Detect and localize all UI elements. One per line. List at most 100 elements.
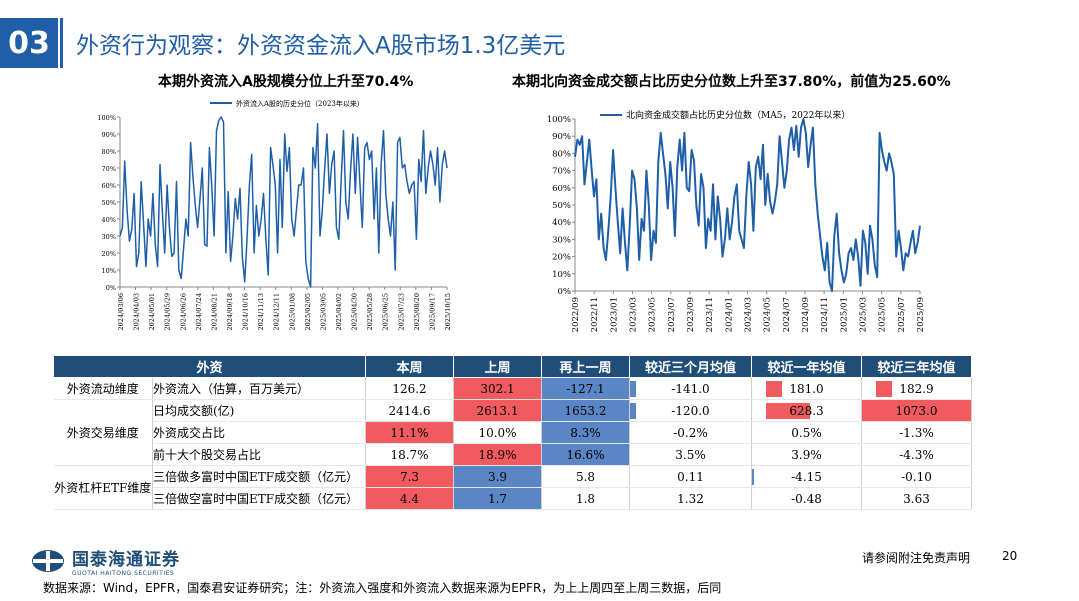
x-tick-label: 2025/05 [878,297,888,332]
table-row: 外资杠杆ETF维度 三倍做多富时中国ETF成交额（亿元） 7.3 3.9 5.8… [53,465,972,510]
value-cell: 3.63 [861,487,972,510]
y-tick-label: 80% [102,148,116,156]
legend-label: 外资流入A股的历史分位（2023年以来） [236,99,364,108]
value-cell: 126.2 [365,377,454,400]
value-cell: -4.3% [861,443,972,466]
x-tick-label: 2024/03/06 [117,293,125,330]
legend-label: 北向资金成交额占比历史分位数（MA5，2022年以来） [626,109,850,121]
header-vs-1y: 较近一年均值 [751,355,862,378]
table-header-row: 外资 本周 上周 再上一周 较近三个月均值 较近一年均值 较近三年均值 [53,355,972,378]
value-cell: 10.0% [453,421,542,444]
y-tick-label: 30% [102,233,116,241]
value-cell: 302.1 [453,377,542,400]
series-line [574,118,921,292]
value-cell: -0.48 [751,487,862,510]
x-tick-label: 2025/10/15 [444,293,452,330]
section-number: 03 [0,18,58,68]
x-tick-label: 2023/03 [629,297,639,332]
item-cell: 外资流入（估算，百万美元） [152,377,366,400]
value-cell: 628.3 [751,399,862,422]
value-cell: 3.9% [751,443,862,466]
x-tick-label: 2023/09 [686,297,696,332]
value-cell: 3.9 [453,465,542,488]
y-tick-label: 100% [547,115,571,125]
value-cell: 8.3% [541,421,630,444]
item-cell: 日均成交额(亿) [152,399,366,422]
logo-english-name: GUOTAI HAITONG SECURITIES [72,570,175,577]
y-tick-label: 80% [552,149,571,159]
y-tick-label: 20% [102,250,116,258]
x-tick-label: 2025/08/20 [413,293,421,330]
value-cell: 2613.1 [453,399,542,422]
x-tick-label: 2024/09 [801,297,811,332]
x-tick-label: 2024/09/18 [226,293,234,330]
y-tick-label: 90% [102,131,116,139]
x-tick-label: 2025/02/05 [304,293,312,330]
header-this-week: 本周 [365,355,454,378]
y-tick-label: 40% [552,218,571,228]
x-tick-label: 2024/07 [782,297,792,332]
x-tick-label: 2025/03/05 [319,293,327,330]
value-cell: 2414.6 [365,399,454,422]
series-line [119,116,448,288]
value-cell: 11.1% [365,421,454,444]
header-vs-3y: 较近三年均值 [861,355,972,378]
chart-2-title: 本期北向资金成交额占比历史分位数上升至37.80%，前值为25.60% [512,74,951,90]
dimension-cell: 外资流动维度 [53,377,153,400]
table-row: 外资交易维度 日均成交额(亿) 2414.6 2613.1 1653.2 -12… [53,399,972,466]
table-row: 外资流动维度 外资流入（估算，百万美元） 126.2 302.1 -127.1 … [53,377,972,400]
item-cell: 外资成交占比 [152,421,366,444]
value-cell: 18.9% [453,443,542,466]
y-tick-label: 70% [552,167,571,177]
y-tick-label: 30% [552,235,571,245]
dimension-cell: 外资交易维度 [53,399,153,466]
value-cell: 16.6% [541,443,630,466]
x-tick-label: 2025/09/17 [428,293,436,330]
chart-1: 0% 10% 20% 30% 40% 50% 60% 70% 80% 90% 100% 2024/03… [97,99,452,330]
x-tick-label: 2023/07 [667,297,677,332]
value-cell: -0.10 [861,465,972,488]
x-tick-label: 2025/06/25 [382,293,390,330]
y-tick-label: 70% [102,165,116,173]
value-cell: 1.8 [541,487,630,510]
item-cell: 三倍做空富时中国ETF成交额（亿元） [152,487,366,510]
header-vs-3m: 较近三个月均值 [629,355,752,378]
value-cell: -4.15 [751,465,862,488]
item-cell: 前十大个股交易占比 [152,443,366,466]
value-cell: -141.0 [629,377,752,400]
y-tick-label: 50% [552,201,571,211]
header-last-week: 上周 [453,355,542,378]
x-tick-label: 2024/06/26 [179,293,187,330]
value-cell: -120.0 [629,399,752,422]
x-tick-label: 2025/04/02 [335,293,343,330]
x-tick-label: 2025/01 [839,297,849,332]
value-cell: 1.32 [629,487,752,510]
x-tick-label: 2023/11 [705,297,715,332]
x-tick-label: 2025/07 [897,297,907,332]
x-tick-label: 2024/11/13 [257,293,265,330]
y-tick-label: 10% [552,270,571,280]
x-tick-label: 2024/05/01 [148,293,156,330]
y-tick-label: 0% [106,284,116,292]
value-cell: 7.3 [365,465,454,488]
x-tick-label: 2024/04/03 [133,293,141,330]
disclaimer: 请参阅附注免责声明 [862,551,971,565]
item-cell: 三倍做多富时中国ETF成交额（亿元） [152,465,366,488]
logo-mark-icon [32,550,64,572]
table-row: 外资成交占比 11.1% 10.0% 8.3% -0.2% 0.5% -1.3% [54,421,972,444]
dimension-cell: 外资杠杆ETF维度 [53,465,153,510]
value-cell: -0.2% [629,421,752,444]
value-cell: 3.5% [629,443,752,466]
x-tick-label: 2024/01 [724,297,734,332]
y-tick-label: 0% [558,287,572,297]
x-tick-label: 2025/04/30 [351,293,359,330]
y-tick-label: 40% [102,216,116,224]
value-cell: 182.9 [861,377,972,400]
y-tick-label: 60% [102,182,116,190]
y-tick-label: 20% [552,253,571,263]
x-tick-label: 2024/12/11 [273,293,281,330]
table-row: 三倍做空富时中国ETF成交额（亿元） 4.4 1.7 1.8 1.32 -0.4… [54,487,972,510]
logo-name: 国泰海通证券 [72,550,180,570]
foreign-capital-table: 外资 本周 上周 再上一周 较近三个月均值 较近一年均值 较近三年均值 外资流动… [53,355,972,510]
x-tick-label: 2024/07/24 [195,293,203,330]
